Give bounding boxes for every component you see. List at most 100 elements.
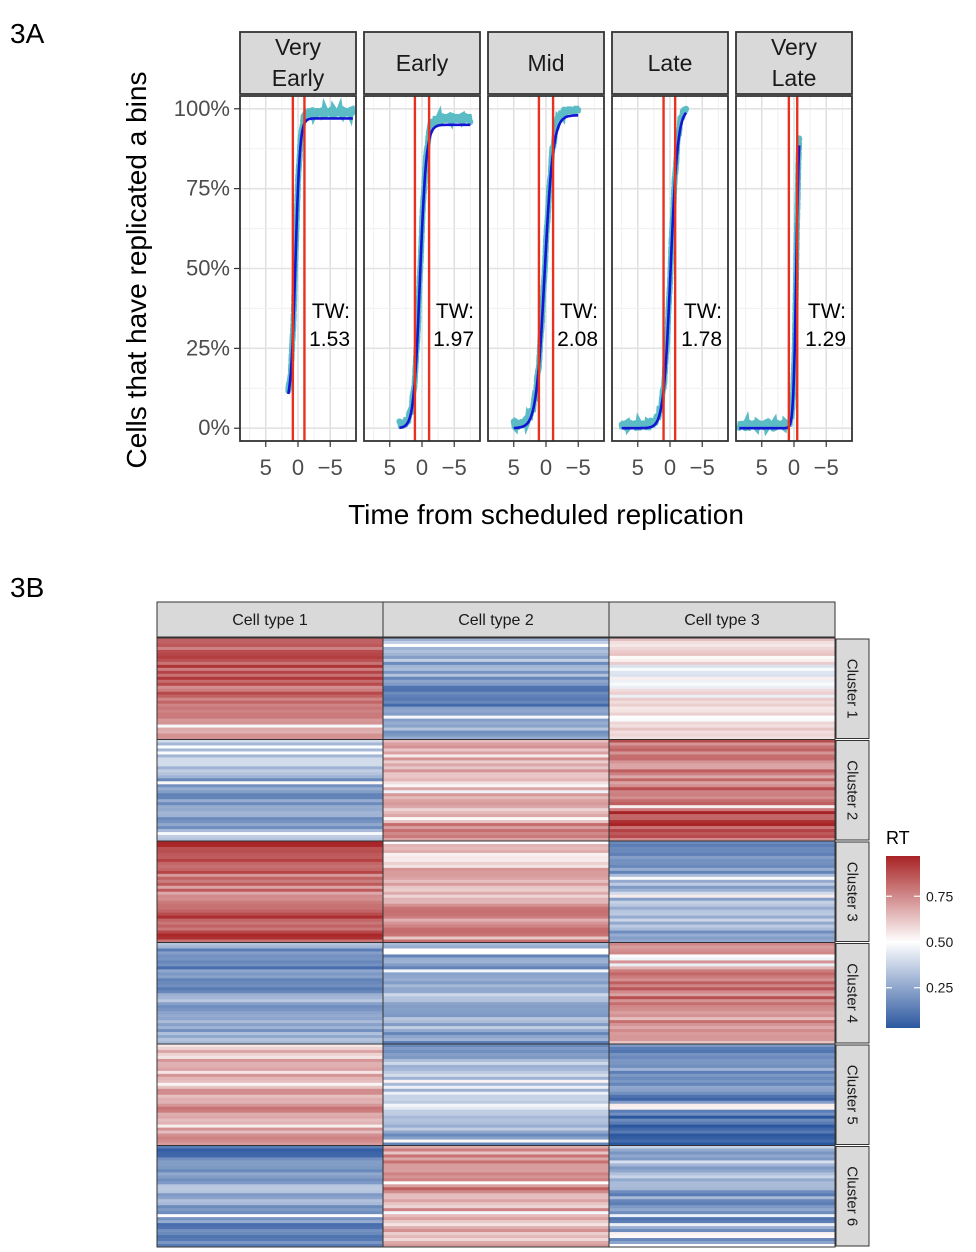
heatmap-cell [608, 637, 836, 740]
tw-value: 1.29 [805, 328, 846, 351]
heatmap-band [383, 1130, 609, 1134]
heatmap-band [383, 769, 609, 773]
heatmap-cell [156, 942, 384, 1045]
heatmap-band [383, 1005, 609, 1009]
heatmap-band [609, 1094, 835, 1099]
heatmap-band [383, 978, 609, 982]
x-tick-label: 0 [292, 455, 304, 480]
heatmap-band [383, 1058, 609, 1063]
heatmap-band [609, 1241, 835, 1245]
heatmap-band [609, 1109, 835, 1114]
heatmap-band [383, 975, 609, 979]
heatmap-band [157, 754, 383, 758]
heatmap-band [609, 1157, 835, 1161]
heatmap-band [609, 1202, 835, 1206]
heatmap-cell [382, 1145, 610, 1248]
heatmap-band [609, 900, 835, 905]
column-strip [382, 601, 610, 638]
heatmap-band [609, 1184, 835, 1188]
heatmap-band [383, 805, 609, 809]
heatmap-band [383, 1154, 609, 1158]
heatmap-band [609, 787, 835, 791]
heatmap-band [157, 843, 383, 848]
row-strip [835, 943, 870, 1044]
heatmap-band [609, 679, 835, 684]
heatmap-band [157, 1172, 383, 1176]
heatmap-band [383, 638, 609, 642]
heatmap-band [383, 1109, 609, 1114]
row-strip-label: Cluster 2 [844, 760, 861, 820]
heatmap-band [383, 1157, 609, 1161]
tw-value: 1.53 [309, 328, 350, 351]
tw-label: TW: [684, 300, 722, 323]
heatmap-band [383, 900, 609, 905]
heatmap-band [157, 814, 383, 818]
heatmap-band [157, 820, 383, 824]
row-strip-label: Cluster 1 [844, 659, 861, 719]
heatmap-band [157, 1211, 383, 1215]
heatmap-band [157, 1190, 383, 1194]
heatmap-band [609, 1035, 835, 1039]
heatmap-band [383, 936, 609, 940]
heatmap-band [157, 1127, 383, 1131]
heatmap-band [157, 1226, 383, 1230]
heatmap-band [157, 682, 383, 687]
heatmap-band [157, 1145, 383, 1149]
heatmap-band [383, 1082, 609, 1087]
heatmap-band [157, 1073, 383, 1078]
heatmap-band [609, 936, 835, 940]
heatmap-band [383, 646, 609, 651]
heatmap-band [157, 885, 383, 890]
heatmap-band [609, 990, 835, 994]
heatmap-band [157, 882, 383, 887]
heatmap-band [609, 933, 835, 937]
heatmap-band [383, 784, 609, 788]
heatmap-band [383, 879, 609, 884]
heatmap-band [157, 969, 383, 973]
heatmap-band [157, 835, 383, 839]
x-tick-label: −5 [814, 455, 839, 480]
heatmap-band [383, 1223, 609, 1227]
heatmap-band [383, 1214, 609, 1218]
x-tick-label: −5 [690, 455, 715, 480]
heatmap-band [609, 1058, 835, 1063]
heatmap-band [157, 808, 383, 812]
heatmap-band [383, 1220, 609, 1224]
heatmap-band [609, 1070, 835, 1075]
heatmap-band [157, 673, 383, 678]
legend-tick-label: 0.75 [926, 888, 953, 904]
heatmap-band [157, 1235, 383, 1239]
heatmap-band [383, 1100, 609, 1105]
heatmap-band [157, 1208, 383, 1212]
heatmap-band [609, 1193, 835, 1197]
heatmap-band [157, 1232, 383, 1236]
facet-strip-label: Early [396, 50, 449, 76]
heatmap-band [383, 1014, 609, 1018]
heatmap-band [157, 691, 383, 696]
heatmap-band [383, 1011, 609, 1015]
heatmap-band [383, 736, 609, 740]
heatmap-band [157, 1002, 383, 1006]
heatmap-band [383, 814, 609, 818]
facet-strip-label: Early [272, 65, 325, 91]
heatmap-band [383, 945, 609, 949]
heatmap-band [383, 658, 609, 663]
heatmap-band [383, 793, 609, 797]
heatmap-band [157, 951, 383, 955]
x-tick-label: −5 [318, 455, 343, 480]
heatmap-cell [156, 637, 384, 740]
heatmap-band [609, 757, 835, 761]
heatmap-band [383, 748, 609, 752]
heatmap-band [609, 1139, 835, 1143]
heatmap-band [383, 966, 609, 970]
heatmap-band [383, 1142, 609, 1146]
heatmap-cell [608, 1145, 836, 1248]
heatmap-cell [608, 1043, 836, 1146]
heatmap-band [157, 1082, 383, 1087]
heatmap-band [383, 1124, 609, 1128]
heatmap-band [609, 954, 835, 958]
heatmap-band [157, 661, 383, 666]
heatmap-band [609, 1175, 835, 1179]
heatmap-band [383, 730, 609, 734]
heatmap-band [609, 1118, 835, 1123]
